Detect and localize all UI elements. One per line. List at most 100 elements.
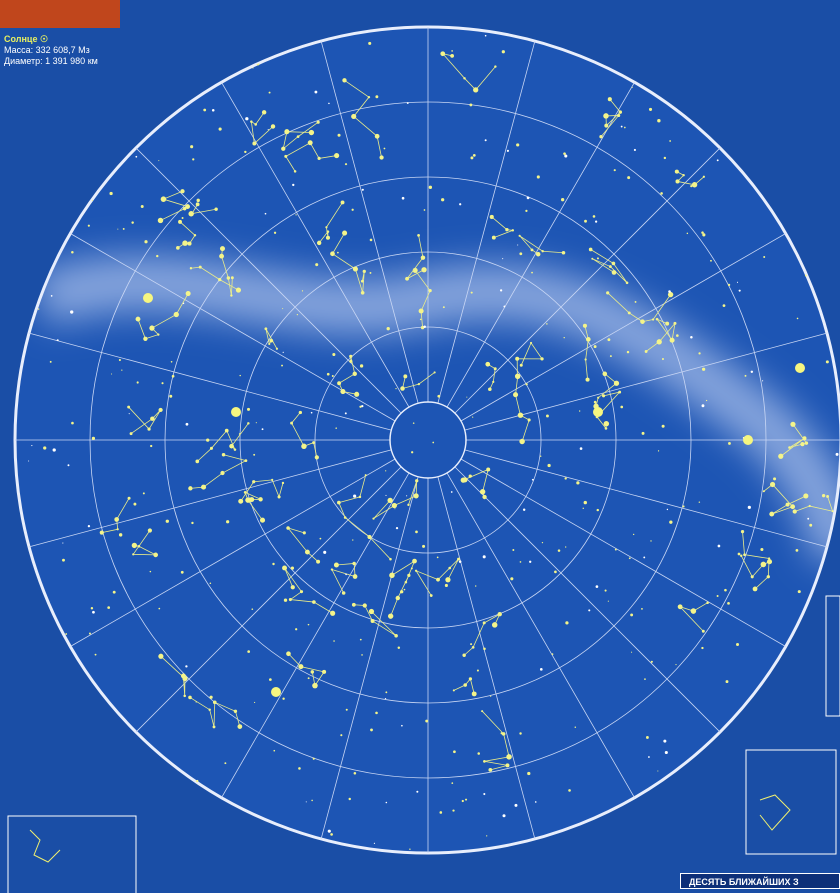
star (262, 110, 266, 114)
star (186, 291, 191, 296)
star (361, 280, 364, 283)
star (473, 87, 478, 92)
star (710, 260, 712, 262)
star (298, 767, 301, 770)
star (490, 215, 494, 219)
sun-diameter: Диаметр: 1 391 980 км (4, 56, 98, 67)
star (599, 135, 602, 138)
star (88, 525, 90, 527)
star (615, 549, 617, 551)
star (158, 654, 163, 659)
star (518, 412, 523, 417)
star (612, 262, 616, 266)
star (648, 756, 650, 758)
star (121, 370, 122, 371)
star (342, 591, 346, 595)
star (472, 646, 475, 649)
star (282, 482, 284, 484)
star (148, 528, 152, 532)
star (71, 422, 74, 425)
star (291, 567, 294, 570)
page: Солнце ☉ Масса: 332 608,7 Мз Диаметр: 1 … (0, 0, 840, 893)
star (43, 446, 46, 449)
star (273, 750, 275, 752)
star (218, 278, 221, 281)
star (644, 678, 646, 680)
star (401, 725, 403, 727)
star (363, 603, 367, 607)
star (353, 574, 358, 579)
star (109, 192, 112, 195)
star (365, 474, 367, 476)
star (706, 601, 709, 604)
star (486, 835, 487, 836)
star (161, 196, 167, 202)
star (404, 589, 406, 591)
star (501, 732, 503, 734)
star (362, 189, 364, 191)
star (445, 577, 450, 582)
star (226, 520, 229, 523)
star (71, 251, 74, 254)
star (483, 793, 485, 795)
star (678, 604, 683, 609)
star (463, 77, 465, 79)
star (466, 397, 467, 398)
star (650, 540, 651, 541)
star (726, 680, 729, 683)
star (682, 174, 684, 176)
star (284, 129, 289, 134)
star (423, 326, 426, 329)
star (420, 319, 422, 321)
star (597, 397, 599, 399)
star (327, 373, 330, 376)
star (503, 306, 505, 308)
star (528, 418, 531, 421)
star (753, 586, 758, 591)
star (188, 696, 192, 700)
star (414, 493, 419, 498)
sun-image (0, 0, 120, 28)
star (529, 561, 531, 563)
star (407, 574, 410, 577)
star (627, 176, 630, 179)
bright-star (231, 407, 241, 417)
star (389, 573, 395, 579)
star (335, 427, 337, 429)
star (761, 562, 767, 568)
star (614, 381, 619, 386)
star (308, 624, 310, 626)
star (463, 683, 467, 687)
star (502, 258, 503, 259)
star (361, 291, 365, 295)
star (645, 350, 648, 353)
star (441, 198, 444, 201)
star (203, 109, 206, 112)
star (417, 234, 420, 237)
star (546, 323, 548, 325)
star (415, 570, 417, 572)
star (375, 134, 380, 139)
star (643, 556, 645, 558)
star (191, 522, 193, 524)
star (649, 108, 652, 111)
bright-star (743, 435, 753, 445)
star (302, 290, 303, 291)
star (317, 157, 320, 160)
star (224, 762, 226, 764)
star (402, 197, 405, 200)
star (586, 378, 590, 382)
star (196, 202, 200, 206)
star (385, 691, 387, 693)
star (416, 791, 418, 793)
star (434, 371, 436, 373)
star (512, 549, 514, 551)
star (297, 314, 298, 315)
star (28, 461, 29, 462)
star (790, 504, 795, 509)
star (384, 148, 386, 150)
star (312, 683, 318, 689)
star (220, 471, 224, 475)
star (370, 239, 373, 242)
star (312, 441, 315, 444)
